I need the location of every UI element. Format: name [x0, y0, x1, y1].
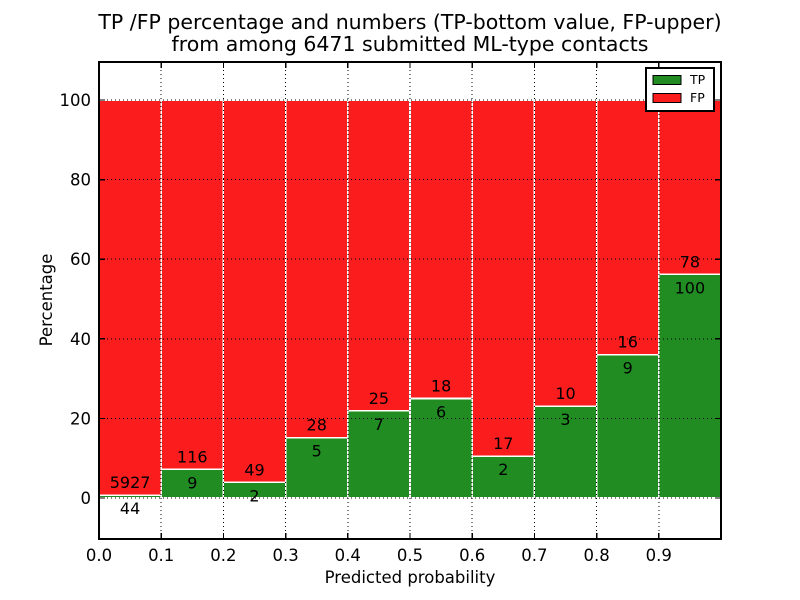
tp-bar — [657, 273, 722, 499]
fp-count-label: 17 — [493, 434, 513, 453]
fp-bar — [98, 99, 163, 496]
y-tick-label: 100 — [60, 91, 92, 110]
tp-count-label: 5 — [312, 442, 322, 461]
y-tick-label: 60 — [70, 250, 91, 269]
x-tick-label: 0.0 — [86, 546, 112, 565]
fp-count-label: 49 — [244, 460, 264, 479]
x-tick-label: 0.7 — [521, 546, 547, 565]
fp-count-label: 5927 — [110, 473, 151, 492]
x-tick-label: 0.9 — [646, 546, 672, 565]
tp-count-label: 9 — [623, 359, 633, 378]
x-tick-label: 0.2 — [210, 546, 236, 565]
chart-title-line2: from among 6471 submitted ML-type contac… — [172, 32, 649, 56]
tp-count-label: 2 — [498, 460, 508, 479]
fp-count-label: 78 — [680, 252, 700, 271]
legend-frame — [645, 67, 715, 112]
fp-count-label: 18 — [431, 377, 451, 396]
x-tick-label: 0.8 — [583, 546, 609, 565]
fp-count-label: 10 — [555, 384, 575, 403]
fp-bar — [284, 99, 349, 439]
fp-bar — [222, 99, 287, 484]
tp-bar — [346, 410, 411, 499]
y-tick-label: 80 — [70, 171, 91, 190]
chart-title-line1: TP /FP percentage and numbers (TP-bottom… — [97, 10, 721, 34]
legend-label-fp: FP — [690, 90, 705, 105]
bar-value-labels: 5927 44 116 9 49 2 28 5 25 7 18 6 17 2 10 3 16 9 78 100 — [110, 252, 705, 518]
y-tick-label: 20 — [70, 409, 91, 428]
fp-bar — [346, 99, 411, 412]
fp-bar — [595, 99, 660, 356]
y-tick-label: 40 — [70, 330, 91, 349]
fp-count-label: 25 — [369, 389, 389, 408]
fp-bar — [533, 99, 598, 407]
y-tick-label: 0 — [81, 489, 92, 508]
y-axis-label: Percentage — [37, 254, 56, 347]
x-tick-label: 0.1 — [148, 546, 174, 565]
fp-bar — [657, 99, 722, 276]
x-tick-label: 0.6 — [459, 546, 485, 565]
tp-bar — [409, 397, 474, 499]
tp-count-label: 2 — [249, 486, 259, 505]
x-tick-labels: 0.0 0.1 0.2 0.3 0.4 0.5 0.6 0.7 0.8 0.9 — [86, 546, 672, 565]
tp-count-label: 44 — [120, 499, 140, 518]
legend-swatch-fp — [652, 93, 682, 103]
fp-count-label: 16 — [618, 333, 638, 352]
x-tick-label: 0.5 — [397, 546, 423, 565]
legend-label-tp: TP — [689, 72, 706, 87]
bars-layer — [98, 99, 722, 499]
fp-bar — [160, 99, 225, 471]
tp-count-label: 3 — [560, 410, 570, 429]
legend: TP FP — [645, 67, 715, 112]
fp-count-label: 28 — [307, 416, 327, 435]
y-tick-labels: 0 20 40 60 80 100 — [60, 91, 92, 508]
tp-count-label: 9 — [187, 473, 197, 492]
x-tick-label: 0.4 — [335, 546, 361, 565]
tp-count-label: 6 — [436, 403, 446, 422]
ticks-layer — [98, 62, 721, 539]
fp-bar — [471, 99, 536, 457]
legend-swatch-tp — [652, 75, 682, 85]
tp-count-label: 7 — [374, 415, 384, 434]
x-axis-label: Predicted probability — [325, 568, 496, 587]
fp-count-label: 116 — [177, 447, 208, 466]
fp-bar — [409, 99, 474, 400]
x-tick-label: 0.3 — [272, 546, 298, 565]
tp-count-label: 100 — [675, 278, 706, 297]
tp-bar — [284, 436, 349, 499]
